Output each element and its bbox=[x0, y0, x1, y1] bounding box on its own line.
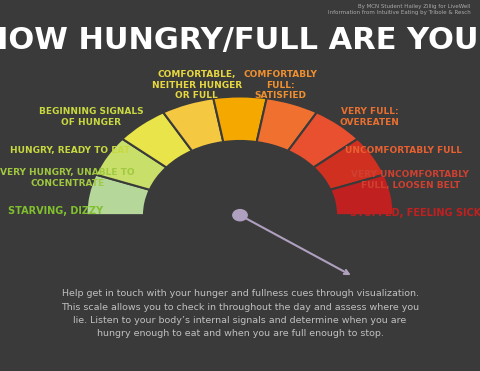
Text: By MCN Student Hailey Zillig for LiveWell
Information from Intuitive Eating by T: By MCN Student Hailey Zillig for LiveWel… bbox=[328, 4, 470, 14]
Wedge shape bbox=[288, 112, 358, 167]
Text: HOW HUNGRY/FULL ARE YOU?: HOW HUNGRY/FULL ARE YOU? bbox=[0, 26, 480, 55]
Wedge shape bbox=[213, 96, 267, 142]
Text: STARVING, DIZZY: STARVING, DIZZY bbox=[8, 207, 103, 216]
Wedge shape bbox=[330, 175, 394, 215]
Wedge shape bbox=[122, 112, 192, 167]
Wedge shape bbox=[86, 175, 150, 215]
Wedge shape bbox=[163, 98, 223, 151]
Text: BEGINNING SIGNALS
OF HUNGER: BEGINNING SIGNALS OF HUNGER bbox=[39, 107, 144, 127]
Circle shape bbox=[233, 210, 247, 221]
Text: VERY FULL:
OVEREATEN: VERY FULL: OVEREATEN bbox=[340, 107, 399, 127]
Text: Help get in touch with your hunger and fullness cues through visualization.
This: Help get in touch with your hunger and f… bbox=[61, 289, 419, 338]
Text: STUFFED, FEELING SICK: STUFFED, FEELING SICK bbox=[349, 209, 480, 218]
Text: UNCOMFORTABLY FULL: UNCOMFORTABLY FULL bbox=[345, 146, 462, 155]
Text: VERY UNCOMFORTABLY
FULL, LOOSEN BELT: VERY UNCOMFORTABLY FULL, LOOSEN BELT bbox=[351, 170, 469, 190]
Text: COMFORTABLE,
NEITHER HUNGER
OR FULL: COMFORTABLE, NEITHER HUNGER OR FULL bbox=[152, 70, 242, 100]
Wedge shape bbox=[96, 139, 167, 190]
Text: VERY HUNGRY, UNABLE TO
CONCENTRATE: VERY HUNGRY, UNABLE TO CONCENTRATE bbox=[0, 168, 134, 188]
Wedge shape bbox=[257, 98, 317, 151]
Text: HUNGRY, READY TO EAT: HUNGRY, READY TO EAT bbox=[10, 146, 130, 155]
Wedge shape bbox=[313, 139, 384, 190]
Text: COMFORTABLY
FULL:
SATISFIED: COMFORTABLY FULL: SATISFIED bbox=[244, 70, 318, 100]
